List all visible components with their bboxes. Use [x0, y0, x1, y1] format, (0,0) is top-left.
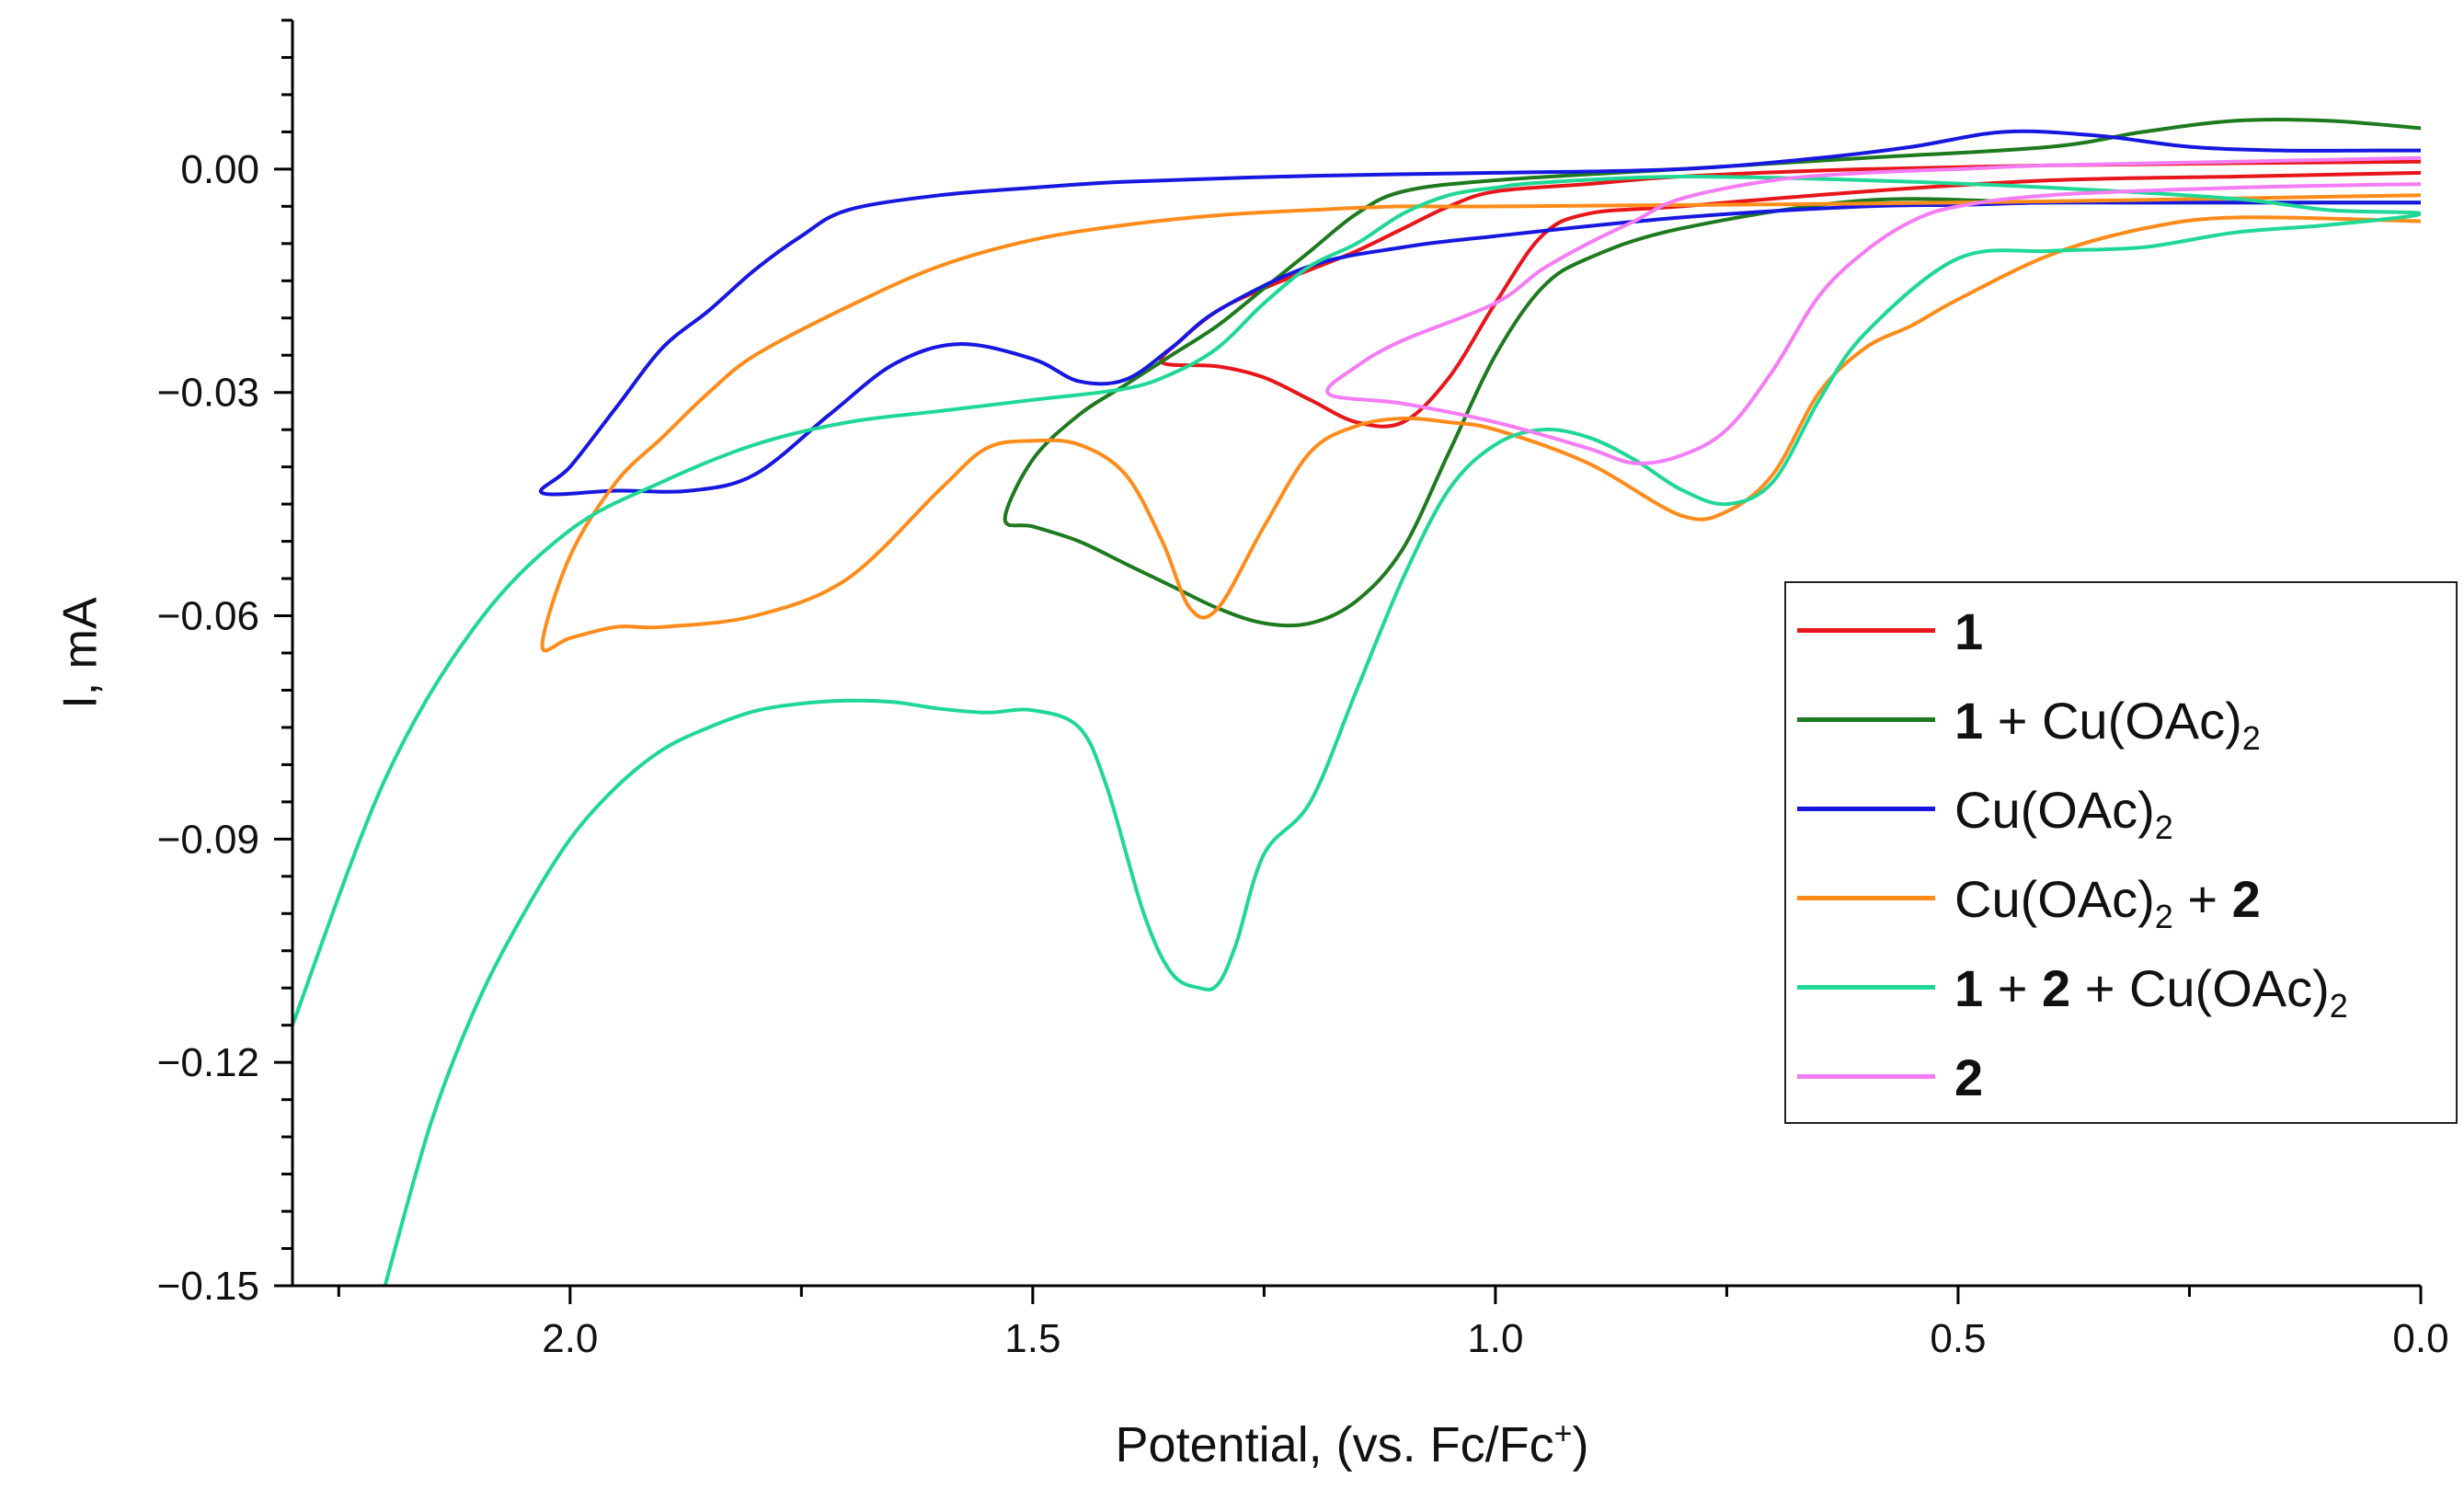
y-tick-label: −0.15 — [157, 1264, 259, 1309]
legend-label: Cu(OAc)2 + 2 — [1954, 870, 2261, 936]
legend-label: Cu(OAc)2 — [1954, 781, 2173, 847]
x-axis-label-text: Potential, (vs. Fc/Fc — [1115, 1417, 1554, 1472]
x-tick-label: 0.5 — [1930, 1316, 1986, 1361]
legend-item-5: 1 + 2 + Cu(OAc)2 — [1786, 947, 2456, 1030]
y-axis-label: I, mA — [26, 561, 136, 745]
legend-item-3: Cu(OAc)2 — [1786, 769, 2456, 852]
y-axis-label-text: I, mA — [54, 597, 108, 709]
x-axis-label: Potential, (vs. Fc/Fc+) — [938, 1416, 1766, 1473]
legend-swatch — [1797, 807, 1935, 811]
series-line-6 — [1325, 155, 2421, 465]
series-line-3 — [538, 129, 2421, 497]
legend-label: 1 — [1954, 602, 1984, 660]
legend-item-6: 2 — [1786, 1037, 2456, 1119]
legend-item-1: 1 — [1786, 590, 2456, 673]
legend-swatch — [1797, 896, 1935, 900]
series-line-2 — [1003, 117, 2421, 628]
x-tick-label: 1.0 — [1467, 1316, 1523, 1361]
x-tick-label: 2.0 — [542, 1316, 598, 1361]
axis-ticks: 2.0 1.5 1.0 0.5 0.0 0.00 −0.03 −0.06 −0.09 −0.12 −… — [157, 18, 2449, 1361]
x-axis-label-end: ) — [1572, 1417, 1589, 1472]
y-tick-label: −0.12 — [157, 1040, 259, 1085]
legend-item-4: Cu(OAc)2 + 2 — [1786, 858, 2456, 941]
series-line-5 — [292, 174, 2421, 1286]
legend-swatch — [1797, 628, 1935, 633]
legend-swatch — [1797, 717, 1935, 722]
x-tick-label: 0.0 — [2392, 1316, 2448, 1361]
y-tick-label: −0.09 — [157, 817, 259, 862]
legend-label: 2 — [1954, 1048, 1984, 1106]
legend-swatch — [1797, 985, 1935, 990]
legend-label: 1 + 2 + Cu(OAc)2 — [1954, 959, 2348, 1025]
legend-swatch — [1797, 1074, 1935, 1079]
y-tick-label: −0.06 — [157, 594, 259, 639]
y-tick-label: −0.03 — [157, 371, 259, 416]
legend-label: 1 + Cu(OAc)2 — [1954, 692, 2261, 758]
x-tick-label: 1.5 — [1004, 1316, 1060, 1361]
x-axis-label-sup: + — [1553, 1416, 1573, 1451]
series-line-4 — [540, 193, 2421, 653]
legend-item-2: 1 + Cu(OAc)2 — [1786, 680, 2456, 762]
data-curves — [292, 117, 2421, 1286]
y-tick-label: 0.00 — [180, 147, 259, 192]
legend: 1 1 + Cu(OAc)2 Cu(OAc)2 Cu(OAc)2 + 2 1 + 2 +… — [1784, 581, 2458, 1124]
